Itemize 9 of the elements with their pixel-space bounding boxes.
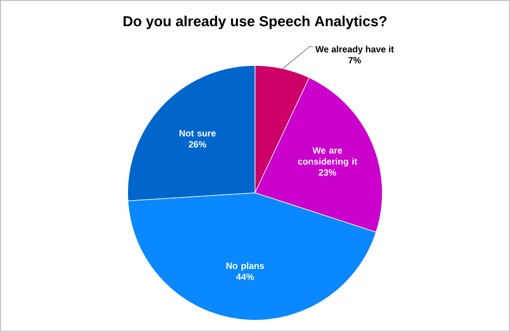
chart-title: Do you already use Speech Analytics? — [124, 16, 387, 30]
slice-label: Not sure — [180, 130, 216, 137]
slice-label: We already have it — [315, 46, 394, 54]
data-label: 7% — [348, 57, 361, 64]
data-label: 23% — [318, 169, 336, 176]
data-label: 26% — [188, 141, 206, 148]
slice-label: We are considering it — [298, 148, 358, 167]
slice-label: No plans — [226, 262, 264, 271]
data-label: 44% — [236, 274, 254, 280]
